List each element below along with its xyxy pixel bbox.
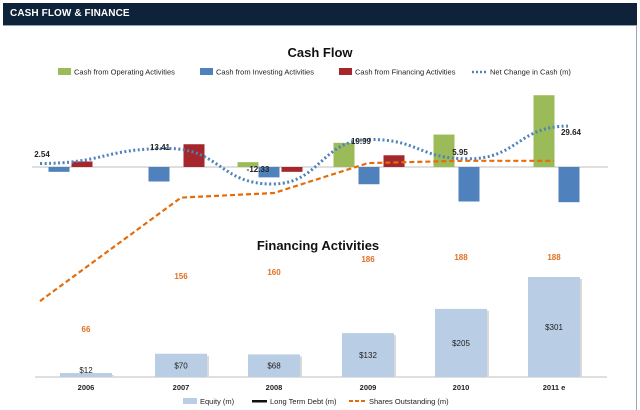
bar-shadow-2008 xyxy=(300,356,302,377)
shares-label-2011e: 188 xyxy=(547,253,561,262)
net-change-line xyxy=(39,124,569,186)
financing-legend: Equity (m) Long Term Debt (m) Shares Outst… xyxy=(183,397,449,406)
bar-shadow-2006 xyxy=(112,375,114,377)
header-bar: CASH FLOW & FINANCE xyxy=(3,3,637,26)
shares-label-2008: 160 xyxy=(267,268,281,277)
bar-shadow-2011e xyxy=(580,279,582,377)
financing-chart: Financing Activities $12 $70 $68 $132 $205 $3… xyxy=(35,159,607,406)
bar-shadow-2010 xyxy=(487,310,489,377)
bar-shadow-2007 xyxy=(207,355,209,377)
bar-cash-from-investing-activities-2008 xyxy=(258,167,280,178)
bar-cash-from-financing-activities-2006 xyxy=(71,161,93,167)
legend-label-shares: Shares Outstanding (m) xyxy=(369,397,449,406)
cash-flow-title: Cash Flow xyxy=(287,45,353,60)
bar-cash-from-financing-activities-2009 xyxy=(383,155,405,167)
financing-title: Financing Activities xyxy=(257,238,379,253)
bar-cash-from-investing-activities-2011e xyxy=(558,167,580,203)
legend-swatch-2 xyxy=(339,68,352,75)
equity-label-2011e: $301 xyxy=(545,323,563,332)
shares-label-2007: 156 xyxy=(174,272,188,281)
shares-label-2009: 186 xyxy=(361,255,375,264)
bar-cash-from-operating-activities-2009 xyxy=(333,142,355,167)
bar-shadow-2009 xyxy=(394,335,396,377)
x-tick-2011e: 2011 e xyxy=(543,383,566,392)
bar-cash-from-investing-activities-2006 xyxy=(48,167,70,172)
bar-equity-2007 xyxy=(155,353,207,377)
equity-label-2010: $205 xyxy=(452,339,470,348)
x-tick-2009: 2009 xyxy=(360,383,377,392)
page-title: CASH FLOW & FINANCE xyxy=(10,8,130,19)
net-change-label-2008: -12.33 xyxy=(247,165,270,174)
x-tick-2006: 2006 xyxy=(78,383,95,392)
shares-label-2006: 66 xyxy=(82,325,91,334)
net-change-label-2009: 19.99 xyxy=(351,137,372,146)
bar-equity-2006 xyxy=(60,373,112,377)
cash-flow-legend: Cash from Operating Activities Cash from … xyxy=(58,68,571,77)
x-tick-2010: 2010 xyxy=(453,383,470,392)
bar-equity-2011e xyxy=(528,277,580,377)
legend-label-0: Cash from Operating Activities xyxy=(74,68,175,77)
legend-swatch-1 xyxy=(200,68,213,75)
bar-cash-from-operating-activities-2011e xyxy=(533,95,555,167)
bar-cash-from-operating-activities-2010 xyxy=(433,134,455,167)
bar-equity-2009 xyxy=(342,333,394,377)
shares-label-2010: 188 xyxy=(454,253,468,262)
cash-flow-chart: Cash Flow Cash from Operating Activities… xyxy=(32,45,608,203)
bar-cash-from-operating-activities-2008 xyxy=(237,162,259,167)
legend-swatch-equity xyxy=(183,398,197,404)
equity-label-2007: $70 xyxy=(174,361,188,370)
net-change-label-2007: 13.41 xyxy=(150,143,171,152)
legend-label-2: Cash from Financing Activities xyxy=(355,68,456,77)
x-tick-2007: 2007 xyxy=(173,383,190,392)
bar-cash-from-financing-activities-2008 xyxy=(281,167,303,172)
shares-outstanding-line xyxy=(39,159,554,302)
net-change-label-2010: 5.95 xyxy=(452,148,468,157)
equity-label-2006: $12 xyxy=(79,366,93,375)
equity-label-2009: $132 xyxy=(359,351,377,360)
legend-label-equity: Equity (m) xyxy=(200,397,235,406)
x-tick-2008: 2008 xyxy=(266,383,283,392)
legend-swatch-debt xyxy=(252,400,267,403)
bar-equity-2008 xyxy=(248,354,300,377)
frame-border xyxy=(636,26,637,410)
bar-cash-from-investing-activities-2007 xyxy=(148,167,170,182)
legend-label-1: Cash from Investing Activities xyxy=(216,68,314,77)
bar-cash-from-investing-activities-2010 xyxy=(458,167,480,202)
net-change-label-2006: 2.54 xyxy=(34,150,50,159)
net-change-label-2011e: 29.64 xyxy=(561,128,582,137)
bar-cash-from-investing-activities-2009 xyxy=(358,167,380,185)
legend-swatch-0 xyxy=(58,68,71,75)
legend-label-3: Net Change in Cash (m) xyxy=(490,68,571,77)
bar-equity-2010 xyxy=(435,308,487,377)
equity-label-2008: $68 xyxy=(267,362,281,371)
legend-label-debt: Long Term Debt (m) xyxy=(270,397,337,406)
